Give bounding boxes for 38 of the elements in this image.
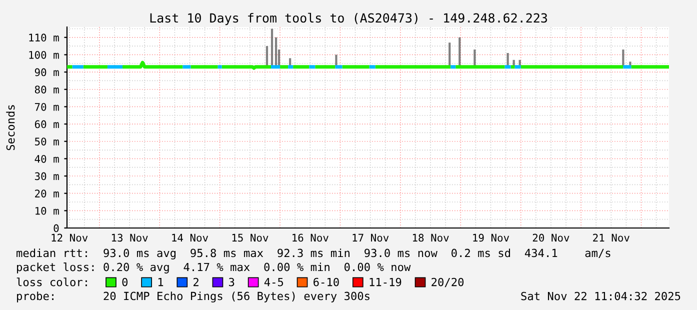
y-tick-label: 80 m — [34, 86, 59, 94]
x-tick-label: 13 Nov — [112, 234, 148, 242]
text: Sat Nov 22 11:04:32 2025 — [521, 292, 680, 300]
legend-label: 11-19 — [370, 278, 402, 286]
bar — [270, 28, 274, 67]
x-tick-label: 16 Nov — [292, 234, 328, 242]
y-tick-label: 60 m — [34, 120, 59, 128]
x-tick-label: 20 Nov — [532, 234, 570, 242]
y-tick-label: 0 — [54, 224, 59, 232]
x-tick-label: 19 Nov — [473, 234, 510, 242]
x-tick-label: 12 Nov — [52, 234, 88, 242]
x-tick-label: 21 Nov — [593, 234, 630, 242]
text: median rtt: 93.0 ms avg 95.8 ms max 92.3 ms min 93.0 ms now 0.2 ms sd 434.1 am/s — [16, 248, 610, 260]
y-tick-label: 20 m — [35, 190, 59, 198]
x-tick-label: 17 Nov — [352, 234, 389, 242]
x-tick-label: 18 Nov — [412, 234, 449, 242]
legend-label: 1 — [158, 278, 164, 286]
y-tick-label: 110 m — [29, 34, 59, 42]
y-tick-label: 30 m — [34, 172, 59, 180]
legend-label: 6-10 — [314, 278, 339, 286]
legend-label: 0 — [122, 278, 128, 286]
text: packet loss: 0.20 % avg 4.17 % max 0.00 % min 0.00 % now — [17, 262, 411, 274]
y-tick-label: 100 m — [29, 50, 59, 59]
y-tick-label: 10 m — [36, 206, 59, 215]
y-tick-label: 40 m — [34, 154, 59, 163]
y-tick-label: 50 m — [35, 138, 59, 146]
chart-title: Last 10 Days from tools to (AS20473) - 149.248.62.223 — [150, 12, 547, 26]
legend-title: loss color: — [16, 278, 87, 286]
legend-label: 20/20 — [432, 278, 464, 288]
x-tick-label: 15 Nov — [232, 234, 268, 242]
legend-label: 4-5 — [264, 278, 284, 286]
legend-label: 3 — [229, 278, 234, 286]
x-tick-label: 14 Nov — [172, 234, 208, 242]
y-tick-label: 90 m — [34, 68, 59, 76]
text: probe: 20 ICMP Echo Pings (56 Bytes) every 300s — [17, 292, 370, 302]
y-axis-title: Seconds — [6, 105, 15, 150]
y-tick-label: 70 m — [34, 102, 59, 111]
legend-label: 2 — [194, 278, 198, 286]
